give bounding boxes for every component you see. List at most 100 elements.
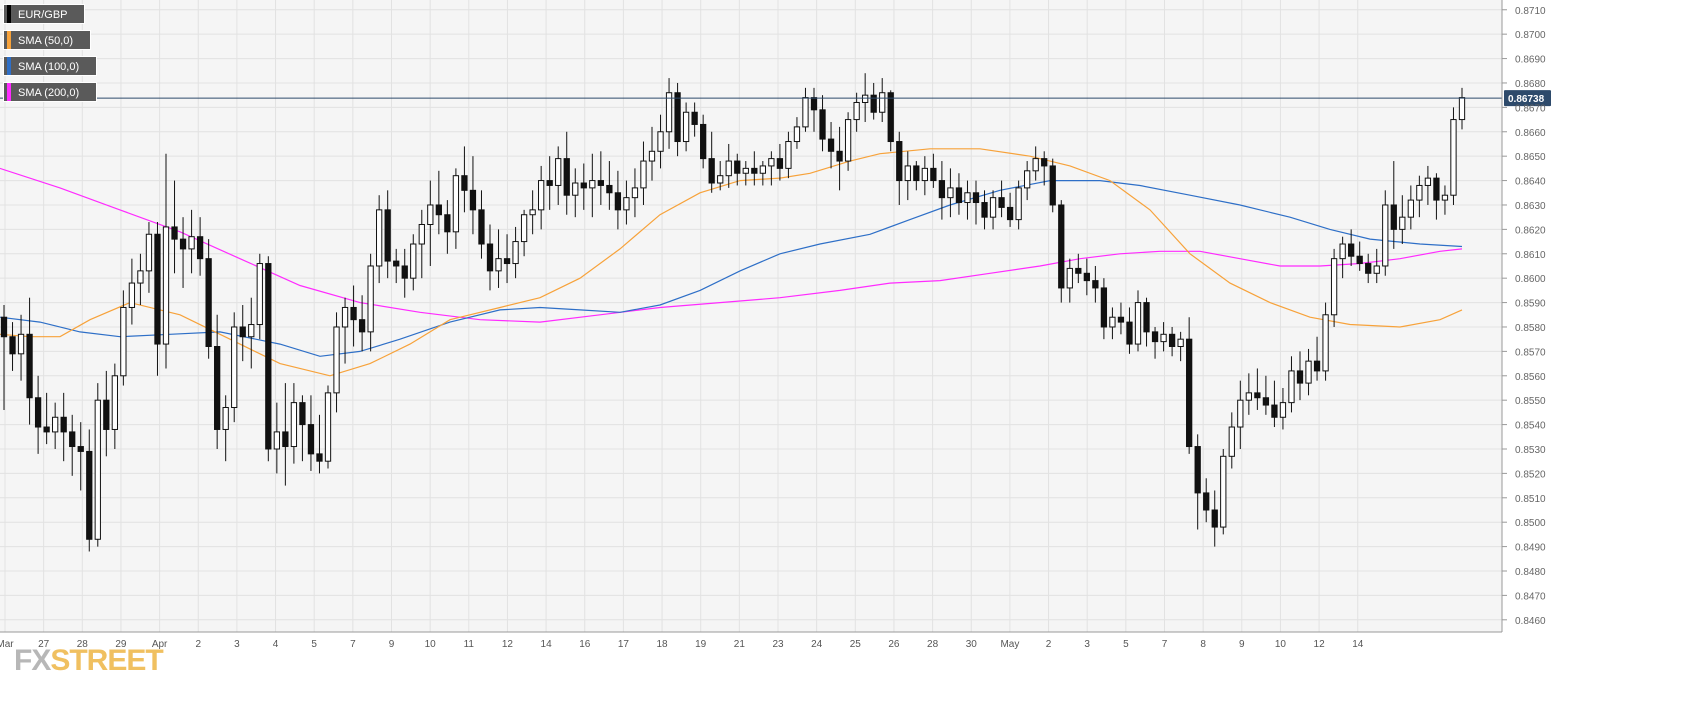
x-tick-label: 25 — [850, 639, 862, 650]
candle-body-up — [188, 236, 195, 250]
candle-body-up — [648, 150, 656, 162]
candle — [785, 131, 792, 179]
candle-body-up — [1177, 338, 1184, 348]
candle-body-up — [717, 175, 724, 184]
sma100-line — [0, 180, 1463, 357]
candle — [896, 131, 903, 205]
x-tick-label: 9 — [389, 639, 395, 650]
candle-body-up — [231, 326, 238, 409]
candle — [1211, 490, 1218, 547]
y-tick-label: 0.8520 — [1515, 469, 1546, 480]
candle — [844, 112, 852, 171]
legend: EUR/GBP SMA (50,0) SMA (100,0) SMA (200,… — [3, 4, 97, 108]
candle-body-down — [358, 319, 366, 333]
candle-body-down — [998, 197, 1005, 208]
candle-body-up — [1066, 267, 1073, 289]
legend-item-eurgbp[interactable]: EUR/GBP — [3, 4, 85, 24]
legend-item-sma50[interactable]: SMA (50,0) — [3, 30, 91, 50]
candle-body-up — [1245, 392, 1252, 401]
candle-body-up — [418, 223, 425, 245]
candle — [836, 126, 843, 191]
candle-body-up — [273, 431, 280, 450]
candle — [674, 82, 681, 157]
x-tick-label: 2 — [195, 639, 201, 650]
candle — [1433, 173, 1440, 220]
candle-body-up — [1458, 97, 1466, 121]
candle-body-down — [981, 202, 988, 218]
legend-item-sma100[interactable]: SMA (100,0) — [3, 56, 97, 76]
candle — [1382, 190, 1389, 276]
candle-body-up — [1160, 333, 1167, 343]
candle — [1271, 380, 1278, 428]
candle-body-down — [214, 346, 221, 430]
candle — [955, 173, 963, 215]
candle — [69, 414, 76, 476]
candle — [1092, 265, 1099, 303]
candle — [1143, 297, 1150, 347]
candle-body-down — [77, 446, 84, 452]
candle-body-up — [17, 333, 25, 355]
candle — [657, 114, 664, 169]
candle — [512, 226, 519, 279]
candle — [427, 180, 434, 266]
candle-body-down — [751, 167, 758, 174]
candle — [1373, 248, 1380, 284]
candle-body-down — [1117, 316, 1125, 323]
candle — [1117, 302, 1125, 335]
candle-body-down — [103, 399, 110, 430]
candle — [1330, 248, 1338, 327]
candle — [452, 168, 460, 249]
candle — [43, 392, 50, 445]
candle — [708, 131, 715, 193]
candle — [648, 126, 656, 181]
y-tick-label: 0.8710 — [1515, 6, 1546, 17]
candle — [1296, 351, 1304, 401]
candle — [1288, 356, 1295, 413]
candle — [52, 402, 59, 449]
candle — [1194, 434, 1201, 530]
candle-body-up — [1228, 426, 1235, 457]
candle — [1186, 317, 1193, 454]
candle — [1356, 241, 1363, 271]
candle-body-down — [930, 167, 937, 182]
candle-body-down — [955, 187, 963, 204]
candle — [1066, 258, 1073, 303]
candle — [410, 234, 417, 291]
candle-body-up — [1450, 119, 1457, 196]
candle-body-down — [1356, 255, 1363, 265]
candle-body-down — [580, 182, 587, 189]
candle-body-up — [1288, 370, 1295, 404]
candle — [1450, 107, 1457, 205]
candle — [1160, 322, 1167, 352]
candle — [1245, 373, 1252, 415]
candle — [77, 422, 84, 491]
candle-body-up — [802, 97, 809, 128]
x-tick-label: 14 — [1352, 639, 1364, 650]
candle — [827, 122, 835, 169]
candle — [1390, 161, 1397, 249]
candle-body-up — [1330, 258, 1338, 316]
candle — [341, 297, 349, 364]
legend-swatch — [7, 57, 11, 75]
candle — [538, 165, 545, 230]
candle-body-up — [248, 324, 255, 338]
candle — [717, 161, 724, 191]
candle — [103, 370, 110, 457]
candle-body-up — [137, 270, 144, 284]
candle-body-down — [196, 236, 204, 260]
candle — [1424, 165, 1432, 205]
legend-item-sma200[interactable]: SMA (200,0) — [3, 82, 97, 102]
candle-body-up — [768, 158, 775, 167]
candle-body-down — [913, 165, 920, 182]
y-tick-label: 0.8640 — [1515, 177, 1546, 188]
candle-body-down — [1203, 492, 1210, 511]
x-tick-label: 14 — [541, 639, 553, 650]
candle — [350, 285, 357, 347]
candle — [776, 143, 784, 181]
candle — [938, 161, 946, 220]
candle — [367, 253, 374, 352]
candle — [290, 383, 298, 464]
candle — [1126, 307, 1133, 354]
candle-body-up — [1322, 314, 1329, 372]
candle — [1322, 302, 1329, 381]
